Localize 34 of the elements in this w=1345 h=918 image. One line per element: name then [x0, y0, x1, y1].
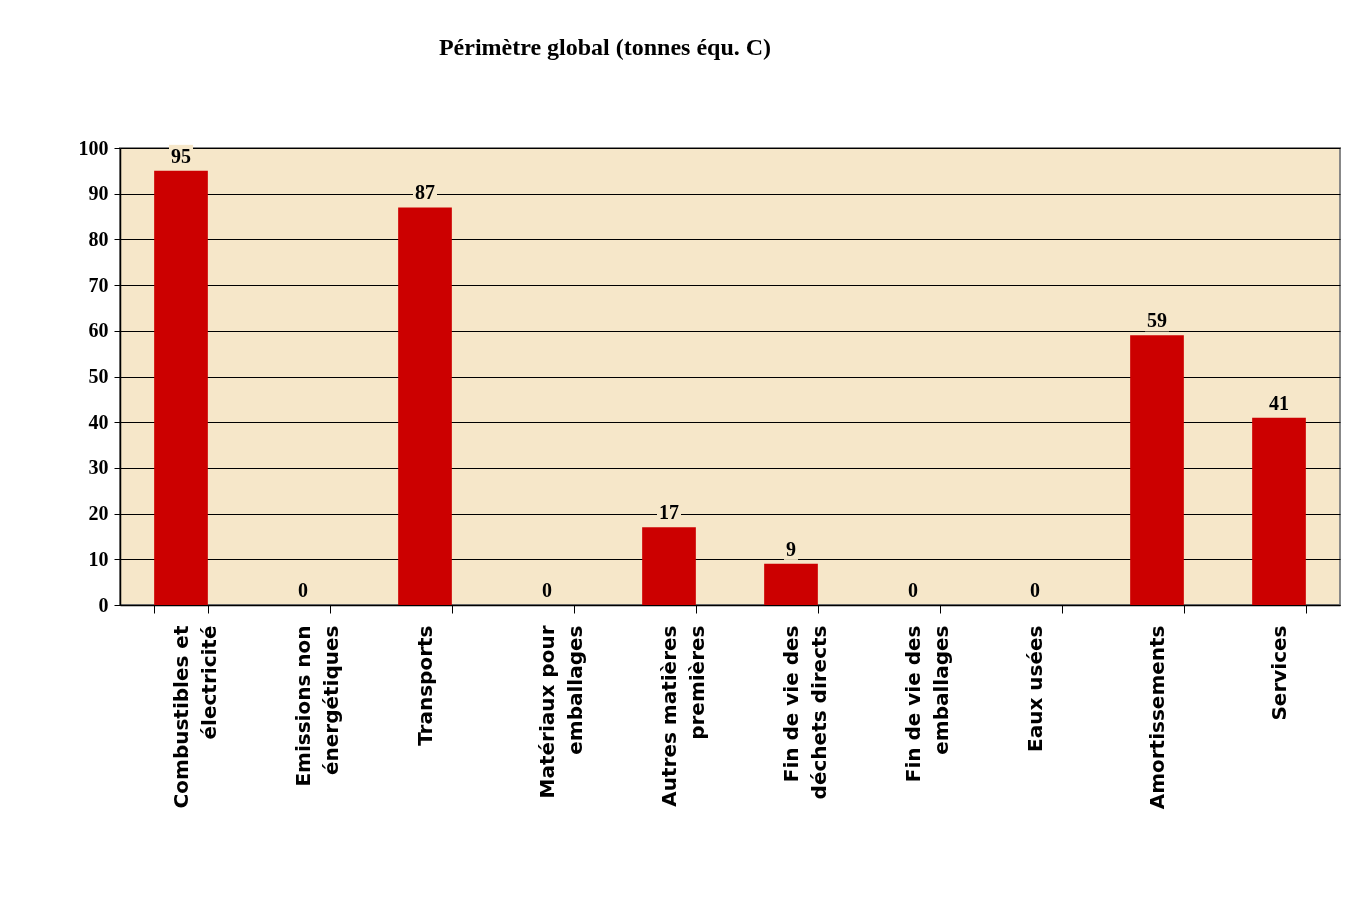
- y-tick-label: 60: [88, 319, 109, 342]
- x-tick-label: Matériaux pour emballages: [534, 625, 587, 799]
- bar: [1130, 335, 1184, 605]
- bar: [154, 170, 208, 605]
- y-tick-label: 10: [88, 547, 109, 570]
- data-label: 41: [1269, 391, 1289, 414]
- bar: [1252, 417, 1306, 605]
- bar: [764, 563, 818, 605]
- y-tick-label: 30: [88, 456, 109, 479]
- y-tick-label: 70: [88, 273, 109, 296]
- y-tick-label: 80: [88, 227, 109, 250]
- bar: [398, 207, 452, 605]
- y-tick-label: 90: [88, 182, 109, 205]
- y-tick-label: 100: [78, 136, 109, 159]
- data-label: 9: [786, 537, 796, 560]
- data-label: 17: [659, 501, 679, 524]
- y-tick-label: 20: [88, 502, 109, 525]
- y-tick-label: 50: [88, 365, 109, 387]
- x-tick-label: Combustibles et électricité: [168, 625, 221, 809]
- data-label: 0: [1030, 579, 1040, 601]
- data-label: 59: [1147, 309, 1167, 332]
- chart-title: Périmètre global (tonnes équ. C): [438, 34, 772, 60]
- data-label: 0: [298, 579, 308, 601]
- y-tick-label: 40: [88, 410, 109, 433]
- x-tick-label: Services: [1266, 625, 1291, 721]
- x-tick-label: Amortissements: [1144, 625, 1169, 810]
- data-label: 95: [171, 144, 191, 167]
- data-label: 87: [415, 181, 435, 204]
- data-label: 0: [542, 579, 552, 601]
- data-label: 0: [908, 579, 918, 601]
- x-tick-label: Eaux usées: [1022, 625, 1047, 752]
- x-tick-label: Transports: [412, 625, 437, 746]
- y-tick-label: 0: [98, 593, 109, 616]
- bar: [642, 527, 696, 605]
